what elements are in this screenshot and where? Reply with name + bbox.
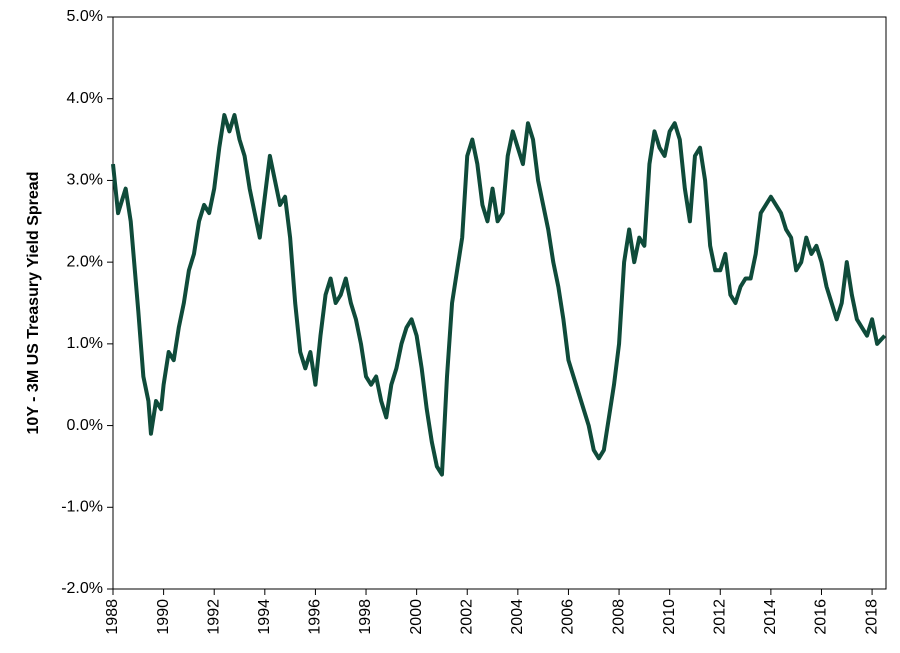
y-tick-label: -2.0% bbox=[61, 580, 103, 597]
series-line bbox=[111, 113, 887, 477]
y-axis-label: 10Y - 3M US Treasury Yield Spread bbox=[25, 172, 42, 435]
y-tick-label: -1.0% bbox=[61, 499, 103, 516]
x-tick-label: 2010 bbox=[661, 599, 678, 635]
y-tick-label: 2.0% bbox=[67, 253, 103, 270]
y-tick-label: 5.0% bbox=[67, 8, 103, 25]
x-tick-label: 2008 bbox=[610, 599, 627, 635]
x-tick-label: 2014 bbox=[762, 599, 779, 635]
y-tick-label: 4.0% bbox=[67, 90, 103, 107]
x-tick-label: 2012 bbox=[711, 599, 728, 635]
x-tick-label: 2018 bbox=[863, 599, 880, 635]
y-tick-label: 0.0% bbox=[67, 417, 103, 434]
x-tick-label: 1988 bbox=[104, 599, 121, 635]
x-tick-label: 2000 bbox=[408, 599, 425, 635]
x-tick-label: 1996 bbox=[307, 599, 324, 635]
x-tick-label: 2002 bbox=[458, 599, 475, 635]
y-tick-label: 1.0% bbox=[67, 335, 103, 352]
x-tick-label: 1990 bbox=[155, 599, 172, 635]
x-tick-label: 1998 bbox=[357, 599, 374, 635]
plot-frame bbox=[112, 16, 887, 590]
y-tick-label: 3.0% bbox=[67, 172, 103, 189]
x-tick-label: 2004 bbox=[509, 599, 526, 635]
x-tick-label: 1994 bbox=[256, 599, 273, 635]
x-tick-label: 2016 bbox=[813, 599, 830, 635]
x-tick-label: 2006 bbox=[560, 599, 577, 635]
x-tick-label: 1992 bbox=[205, 599, 222, 635]
